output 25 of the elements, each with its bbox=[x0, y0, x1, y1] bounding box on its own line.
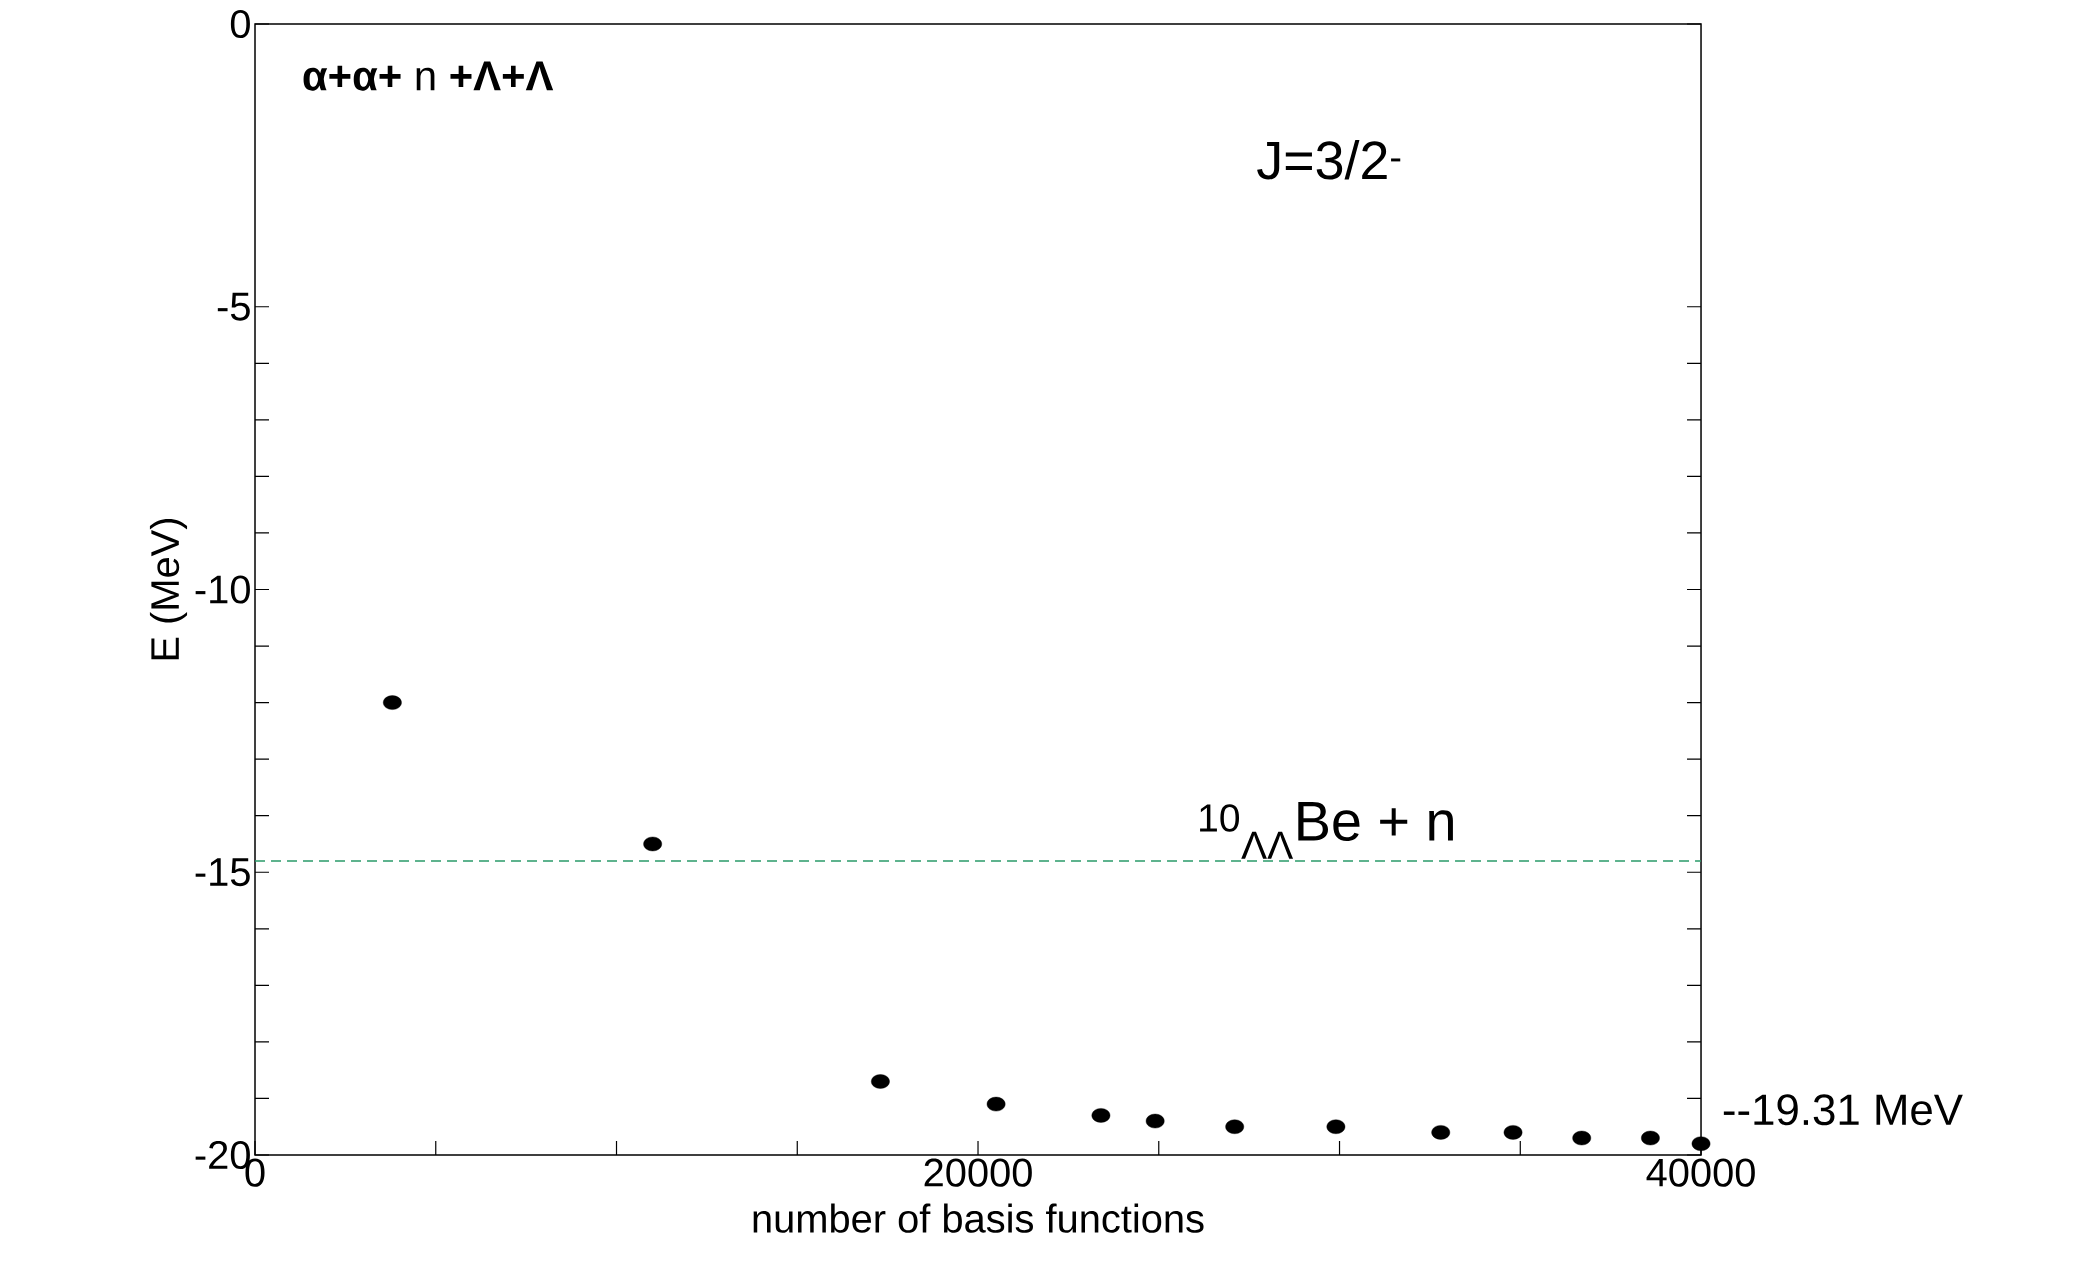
point bbox=[1691, 1136, 1711, 1151]
y-tick-label: -5 bbox=[217, 292, 250, 321]
point bbox=[1091, 1108, 1111, 1123]
point bbox=[643, 836, 662, 852]
annotation: J=3/2$^{-}$ bbox=[1257, 139, 1401, 180]
point bbox=[1225, 1119, 1244, 1134]
point bbox=[871, 1074, 890, 1089]
x-tick-label: 20000 bbox=[924, 1158, 1032, 1187]
ref-line-label: 10$_{ΛΛ}$Be + n bbox=[1200, 802, 1453, 859]
point bbox=[383, 695, 402, 710]
y-tick-label: -15 bbox=[195, 858, 250, 887]
point bbox=[1503, 1125, 1523, 1140]
point bbox=[1431, 1125, 1451, 1140]
y-axis-title: E (MeV) bbox=[149, 518, 188, 660]
point bbox=[1572, 1130, 1592, 1146]
y-tick-label: -10 bbox=[195, 575, 250, 604]
text: --19.31 MeV bbox=[1723, 1094, 1963, 1126]
point bbox=[986, 1096, 1006, 1112]
annotation: α+α+ n +Λ+Λ bbox=[303, 61, 554, 91]
point bbox=[1326, 1119, 1346, 1134]
x-tick-label: 40000 bbox=[1646, 1158, 1755, 1187]
x-axis-title: number of basis functions bbox=[753, 1203, 1204, 1233]
point bbox=[1145, 1113, 1165, 1129]
y-tick-label: 0 bbox=[230, 9, 250, 39]
point bbox=[1641, 1130, 1660, 1146]
